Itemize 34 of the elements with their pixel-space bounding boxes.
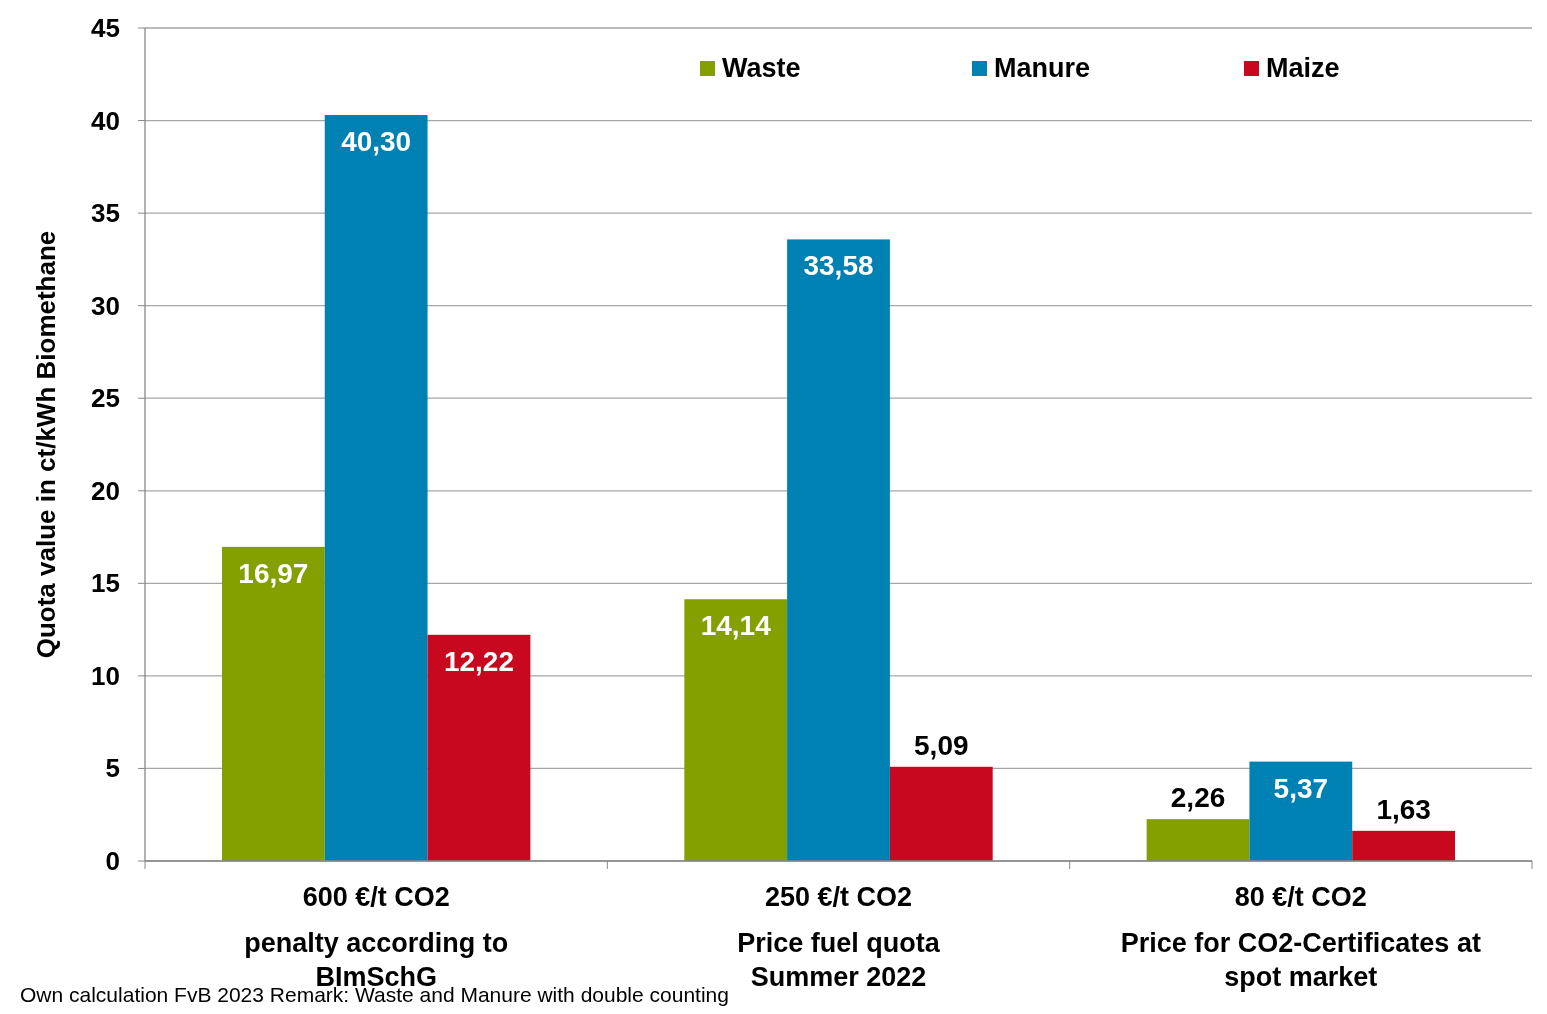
data-label: 33,58 — [803, 250, 874, 282]
bar — [427, 634, 531, 861]
y-tick-label: 5 — [105, 753, 120, 784]
bar — [324, 115, 428, 861]
data-label: 40,30 — [341, 126, 412, 157]
y-tick-label: 40 — [91, 105, 120, 136]
data-label: 16,97 — [238, 557, 309, 589]
y-tick-label: 45 — [91, 13, 120, 43]
y-tick-label: 30 — [91, 290, 120, 321]
bar — [684, 599, 788, 861]
legend-label: Manure — [994, 53, 1091, 83]
y-tick-label: 0 — [105, 846, 120, 876]
data-label: 5,09 — [914, 729, 969, 761]
bar — [787, 239, 890, 861]
x-tick-label: 80 €/t CO2 Price for CO2-Certificates at spot market — [1120, 882, 1481, 992]
bar — [889, 766, 993, 861]
data-label: 14,14 — [700, 610, 772, 642]
y-axis-title: Quota value in ct/kWh Biomethane — [31, 230, 61, 659]
data-label: 2,26 — [1170, 782, 1226, 814]
legend-label: Maize — [1266, 53, 1340, 83]
y-tick-label: 10 — [91, 660, 120, 691]
y-tick-label: 35 — [91, 198, 120, 229]
data-label: 5,37 — [1273, 772, 1329, 804]
legend-label: Waste — [722, 53, 801, 83]
y-tick-label: 20 — [91, 475, 120, 506]
bar — [1249, 761, 1353, 861]
bar — [1146, 819, 1250, 861]
data-label: 12,22 — [443, 645, 514, 677]
x-tick-label: 250 €/t CO2 Price fuel quota Summer 2022 — [737, 882, 941, 992]
bar — [221, 546, 325, 861]
data-label: 1,63 — [1376, 793, 1431, 825]
bar — [1352, 830, 1456, 861]
y-tick-label: 25 — [91, 383, 120, 414]
y-tick-label: 15 — [91, 568, 120, 599]
